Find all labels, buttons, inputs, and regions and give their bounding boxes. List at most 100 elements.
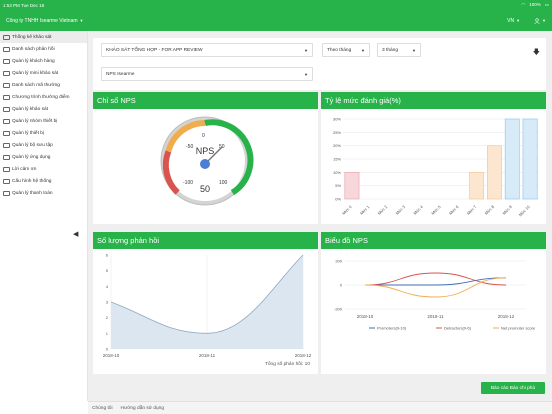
y-tick-label: 15% [333,157,341,162]
x-tick-label: 2018-10 [103,353,120,358]
bar [504,118,520,200]
sidebar-item-label: Quản lý mini khảo sát [12,70,59,76]
gauge-tick-0: 0 [202,133,205,139]
chevron-down-icon: ▼ [412,47,416,53]
nps-gauge: -50 0 50 -100 100 NPS 50 [160,116,254,206]
nps-chart-panel: Biểu đồ NPS 200 0 -200 2018-10 2018-11 2018-1… [321,232,546,374]
sidebar-item[interactable]: Danh sách mã thưởng [0,79,87,91]
footer-link-guide[interactable]: Hướng dẫn sử dụng [120,405,164,411]
x-tick-label: Mức 4 [412,204,424,216]
x-tick-label: 2018-12 [295,353,312,358]
sidebar-item[interactable]: Danh sách phản hồi [0,43,87,55]
sidebar-item-label: Quản lý thanh toán [12,190,53,196]
sidebar-item[interactable]: Lời cảm ơn [0,163,87,175]
image-icon [3,142,10,148]
area-line [110,254,304,334]
status-date: Tue Dec 18 [21,2,45,8]
y-tick-label: -200 [334,307,343,312]
chart-icon [3,34,10,40]
sidebar-item[interactable]: Chương trình thưởng điểm [0,91,87,103]
devices-icon [3,118,10,124]
sidebar-item[interactable]: Quản lý khảo sát [0,103,87,115]
language-label: VN [507,17,515,24]
range-select[interactable]: 3 tháng ▼ [377,43,421,57]
collapse-sidebar-icon[interactable]: ◀ [73,231,79,238]
metric-select[interactable]: NPS Isearme ▼ [101,67,313,81]
responses-total: Tổng số phản hồi: 10 [264,362,310,367]
sidebar-item[interactable]: Thống kê khảo sát [0,31,87,43]
sidebar-item-label: Danh sách mã thưởng [12,82,60,88]
series-line [364,277,507,298]
y-tick-label: 200 [335,259,342,264]
sidebar-item[interactable]: Quản lý ứng dụng [0,151,87,163]
language-selector[interactable]: VN ▼ [507,18,520,24]
y-tick-label: 10% [333,170,341,175]
x-tick-label: 2018-12 [498,314,515,319]
y-tick-label: 6 [106,253,109,258]
rating-bar-chart: 0% 5% 10% 15% 20% 25% 30% Mức 0 Mức 1 Mức 2 Mức 3 M… [333,117,539,218]
x-tick-label: Mức 1 [359,204,371,216]
y-tick-label: 1 [106,331,109,336]
sidebar-item-label: Quản lý bộ sưu tập [12,142,53,148]
chevron-down-icon: ▼ [304,47,308,53]
period-select[interactable]: Theo tháng ▼ [322,43,370,57]
bar [469,172,485,200]
legend-label: Promoters(9-10) [377,326,407,331]
survey-select-value: KHẢO SÁT TỔNG HỢP - FOR APP REVIEW [106,47,203,53]
period-select-value: Theo tháng [327,47,352,53]
sidebar-item[interactable]: Cấu hình hệ thống [0,175,87,187]
survey-select[interactable]: KHẢO SÁT TỔNG HỢP - FOR APP REVIEW ▼ [101,43,313,57]
x-tick-label: Mức 10 [518,204,532,218]
gift-icon [3,82,10,88]
y-tick-label: 0 [106,347,109,352]
responses-panel-title: Số lượng phản hồi [93,232,318,249]
nps-panel-title: Chỉ số NPS [93,92,318,109]
download-icon[interactable]: 🡇 [532,49,540,56]
users-icon [3,58,10,64]
x-tick-label: Mức 3 [395,204,407,216]
gauge-tick-minus50: -50 [186,144,193,150]
sidebar-item-label: Lời cảm ơn [12,166,37,172]
sidebar-item-label: Quản lý khách hàng [12,58,55,64]
detail-report-button[interactable]: Báo cáo Báo chi phù [481,382,545,394]
responses-panel: Số lượng phản hồi 0 1 2 3 4 5 6 2018-10 2018-11 2… [93,232,318,374]
legend-label: Detractors(0-6) [444,326,472,331]
user-menu[interactable]: ▼ [534,17,546,24]
sidebar-item-label: Thống kê khảo sát [12,34,52,40]
gear-icon [3,178,10,184]
y-tick-label: 25% [333,130,341,135]
x-tick-label: Mức 7 [466,204,478,216]
nps-chart-panel-title: Biểu đồ NPS [321,232,546,249]
bar [487,145,502,200]
sidebar-item-label: Chương trình thưởng điểm [12,94,70,100]
x-tick-label: 2018-11 [199,353,216,358]
top-navbar: Công ty TNHH Isearme Vietnam ▼ VN ▼ ▼ [0,10,552,31]
message-icon [3,166,10,172]
footer-link-about[interactable]: Chúng tôi [92,405,113,411]
x-tick-label: Mức 9 [501,204,513,216]
filter-card: KHẢO SÁT TỔNG HỢP - FOR APP REVIEW ▼ The… [93,38,546,90]
y-tick-label: 2 [106,315,109,320]
y-tick-label: 5% [335,183,341,188]
x-tick-label: 2018-10 [357,314,374,319]
area-fill [111,255,303,349]
bar [344,172,360,200]
nps-panel: Chỉ số NPS -50 0 50 -100 100 NPS 50 [93,92,318,224]
sidebar-item-label: Quản lý ứng dụng [12,154,51,160]
y-tick-label: 0% [335,197,341,202]
sidebar-item[interactable]: Quản lý thiết bị [0,127,87,139]
company-selector[interactable]: Công ty TNHH Isearme Vietnam ▼ [6,18,83,24]
legend-label: Net promoter score [501,326,536,331]
sidebar-item-label: Quản lý thiết bị [12,130,44,136]
gauge-label: NPS [196,146,215,156]
battery-icon: ▭ [544,2,549,7]
gauge-tick-minus100: -100 [183,180,193,186]
sidebar-item[interactable]: Quản lý bộ sưu tập [0,139,87,151]
y-tick-label: 4 [106,284,109,289]
sidebar-item[interactable]: Quản lý thanh toán [0,187,87,199]
range-select-value: 3 tháng [382,47,399,53]
sidebar-item-label: Quản lý nhóm thiết bị [12,118,58,124]
sidebar-item[interactable]: Quản lý mini khảo sát [0,67,87,79]
sidebar-item[interactable]: Quản lý nhóm thiết bị [0,115,87,127]
sidebar-item[interactable]: Quản lý khách hàng [0,55,87,67]
